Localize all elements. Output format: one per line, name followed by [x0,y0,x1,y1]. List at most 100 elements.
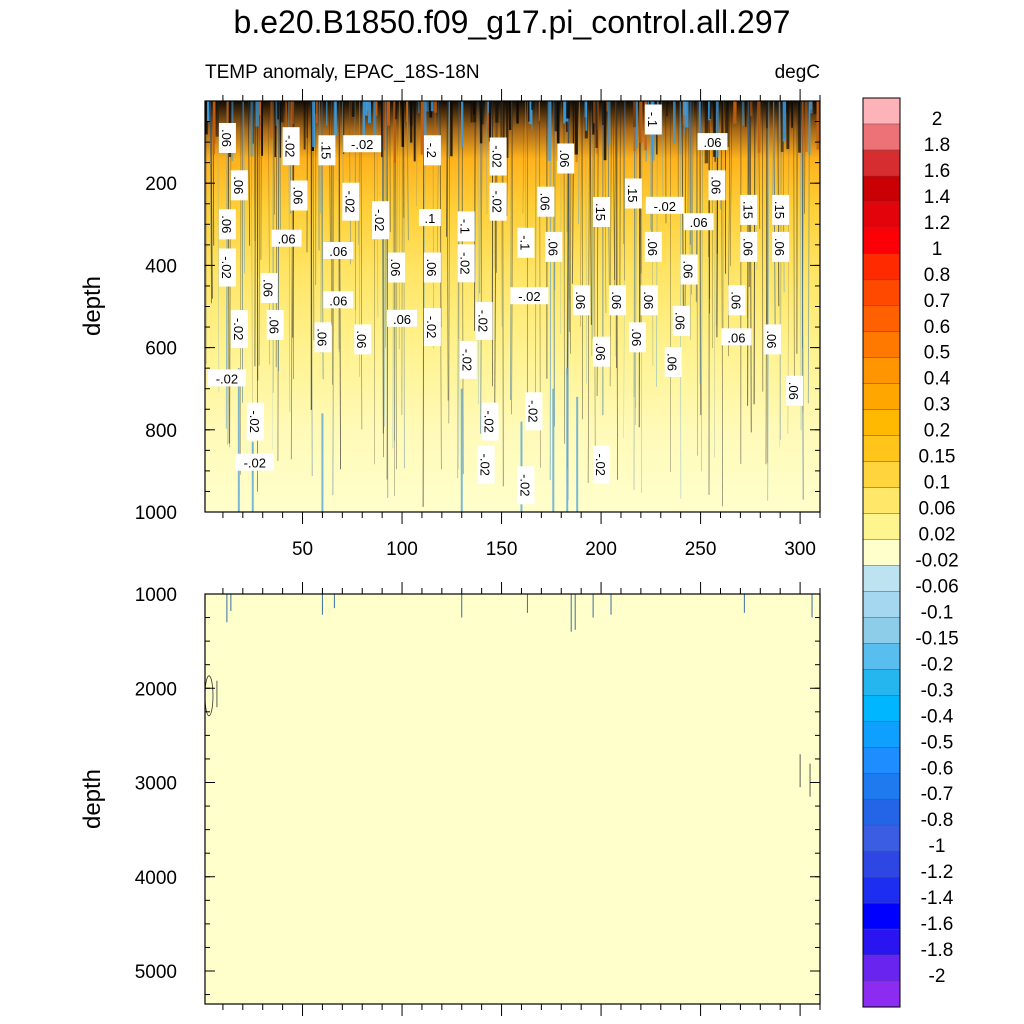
contour-label: -.2 [423,135,441,166]
contour-label: -.02 [218,248,236,287]
contour-label-text: -.02 [216,371,238,386]
contour-label-text: .06 [629,328,644,346]
colorbar-label: 0.2 [924,421,950,442]
contour-label-box [624,178,642,209]
contour-streak [661,101,664,211]
surface-anomaly-cell [786,101,790,150]
contour-label: .06 [764,324,782,355]
contour-label-text: -.02 [654,199,676,214]
contour-label-box [218,123,236,153]
contour-label-text: .06 [388,258,403,276]
contour-streak [692,101,694,264]
surface-anomaly-cell [279,101,281,158]
surface-anomaly-cell [745,101,747,127]
upper-panel: 200 400 600 800 1000 50 100 150 200 250 300 .06 -.… [79,89,821,560]
contour-label: .06 [609,285,626,316]
colorbar-swatch [862,305,901,333]
contour-label-box [628,322,646,353]
contour-label-text: .06 [641,291,656,309]
contour-label-text: -.02 [351,137,373,152]
contour-label-text: -.02 [593,453,608,475]
contour-label-box [372,201,390,240]
contour-label-text: .06 [219,215,234,233]
contour-label-box [459,340,477,379]
contour-streak [779,101,781,448]
contour-label-box [481,402,499,441]
surface-anomaly-cell [509,101,512,130]
contour-label-box [266,310,284,340]
contour-label: .06 [721,328,752,346]
contour-label-text: -.02 [342,190,357,212]
colorbar-label: -0.1 [921,602,954,623]
surface-anomaly-cell [785,101,788,114]
contour-label-text: .06 [329,244,347,259]
colorbar-swatch [862,123,901,151]
surface-anomaly-cell [277,101,279,120]
contour-label-text: .06 [278,232,296,247]
contour-label-text: .15 [772,201,787,219]
surface-anomaly-cell [766,101,768,129]
y-tick-label: 600 [145,339,177,360]
colorbar-label: 1.8 [924,135,950,156]
surface-anomaly-cell [750,101,753,117]
contour-label-box [489,137,507,176]
contour-label-text: .06 [557,149,572,167]
surface-anomaly-cell [798,101,801,153]
contour-label: .15 [740,194,758,225]
contour-label: -.02 [423,308,441,347]
contour-label-box [708,170,726,201]
colorbar-swatch [862,824,901,852]
colorbar-swatch [862,902,901,930]
colorbar-label: -0.6 [921,758,954,779]
contour-label-text: .06 [424,258,439,276]
contour-label: .06 [271,229,302,247]
contour-label-box [683,213,714,231]
colorbar-swatch [862,773,901,800]
surface-anomaly-cell [418,101,420,114]
colorbar-frame [862,97,901,1008]
contour-label-box [314,322,332,353]
contour-label-text: -.02 [424,316,439,338]
surface-anomaly-cell [401,101,404,147]
y-tick-label: 200 [145,174,177,195]
contour-label-text: .06 [231,176,246,194]
colorbar-swatch [862,798,901,826]
surface-anomaly-cell [813,101,817,115]
colorbar-swatch [862,928,901,956]
surface-anomaly-cell [709,101,711,119]
surface-anomaly-cell [725,101,729,147]
contour-streak [422,101,425,507]
surface-anomaly-cell [801,101,804,155]
upper-contour-labels: .06 -.02 .15 -.02 -.2 -.02 .06 -.1 .06 .06 .06 -.02… [207,104,804,505]
contour-streak [458,101,460,470]
contour-label: -.02 [457,244,475,283]
surface-anomaly-cell [205,101,208,135]
contour-label-text: -.02 [372,209,387,231]
contour-label-text: -.02 [478,453,493,475]
x-tick-label: 200 [585,539,617,560]
contour-label: .06 [290,180,308,211]
contour-label: .06 [260,273,278,303]
contour-label: .06 [680,254,698,285]
y-tick-label: 800 [145,421,177,442]
contour-label-text: .06 [703,135,721,150]
contour-label-text: .06 [645,238,660,256]
contour-label-box [457,211,475,242]
lower-plot-frame [204,593,821,1005]
colorbar-label: -0.06 [915,577,958,598]
surface-anomaly-cell [368,101,371,124]
contour-label-text: .06 [219,129,234,147]
surface-anomaly-cell [531,101,534,110]
surface-anomaly-cell [326,101,328,126]
contour-label-text: -.02 [490,145,505,167]
surface-anomaly-cell [343,101,345,154]
colorbar-label: -1 [929,836,946,857]
surface-anomaly-cell [285,101,287,131]
surface-anomaly-cell [741,101,745,126]
contour-label: .06 [640,285,658,316]
colorbar-swatch [862,201,901,229]
surface-anomaly-cell [495,101,499,123]
colorbar-label: 0.5 [924,343,950,364]
colorbar-swatch [862,591,901,618]
contour-streak [511,101,513,415]
